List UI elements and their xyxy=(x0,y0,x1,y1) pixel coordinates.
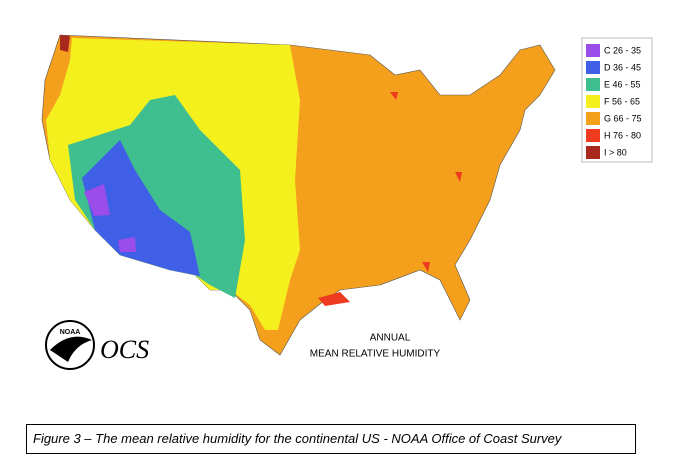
legend-label: I > 80 xyxy=(604,147,627,157)
legend-swatch xyxy=(586,78,600,91)
legend-swatch xyxy=(586,61,600,74)
legend-swatch xyxy=(586,95,600,108)
legend-label: D 36 - 45 xyxy=(604,62,641,72)
legend-swatch xyxy=(586,112,600,125)
annotation: ANNUAL xyxy=(370,333,411,344)
us-map xyxy=(41,34,556,356)
legend-swatch xyxy=(586,129,600,142)
legend-label: G 66 - 75 xyxy=(604,113,642,123)
logo-text: OCS xyxy=(100,335,149,364)
region-d xyxy=(82,140,200,276)
region-c xyxy=(84,184,136,252)
legend: C 26 - 35 D 36 - 45 E 46 - 55 F 56 - 65 G 66… xyxy=(581,37,653,163)
legend-label: E 46 - 55 xyxy=(604,79,641,89)
legend-label: F 56 - 65 xyxy=(604,96,640,106)
legend-swatch xyxy=(586,44,600,57)
caption: Figure 3 – The mean relative humidity fo… xyxy=(26,424,636,454)
region-i xyxy=(60,35,70,52)
humidity-map: C 26 - 35 D 36 - 45 E 46 - 55 F 56 - 65 G 66… xyxy=(41,34,653,370)
legend-label: C 26 - 35 xyxy=(604,45,641,55)
logo-emblem: NOAA xyxy=(60,329,81,336)
legend-swatch xyxy=(586,146,600,159)
legend-label: H 76 - 80 xyxy=(604,130,641,140)
logo: NOAA OCS xyxy=(45,320,149,370)
logo-bird xyxy=(50,336,92,362)
annotation: MEAN RELATIVE HUMIDITY xyxy=(310,349,441,360)
